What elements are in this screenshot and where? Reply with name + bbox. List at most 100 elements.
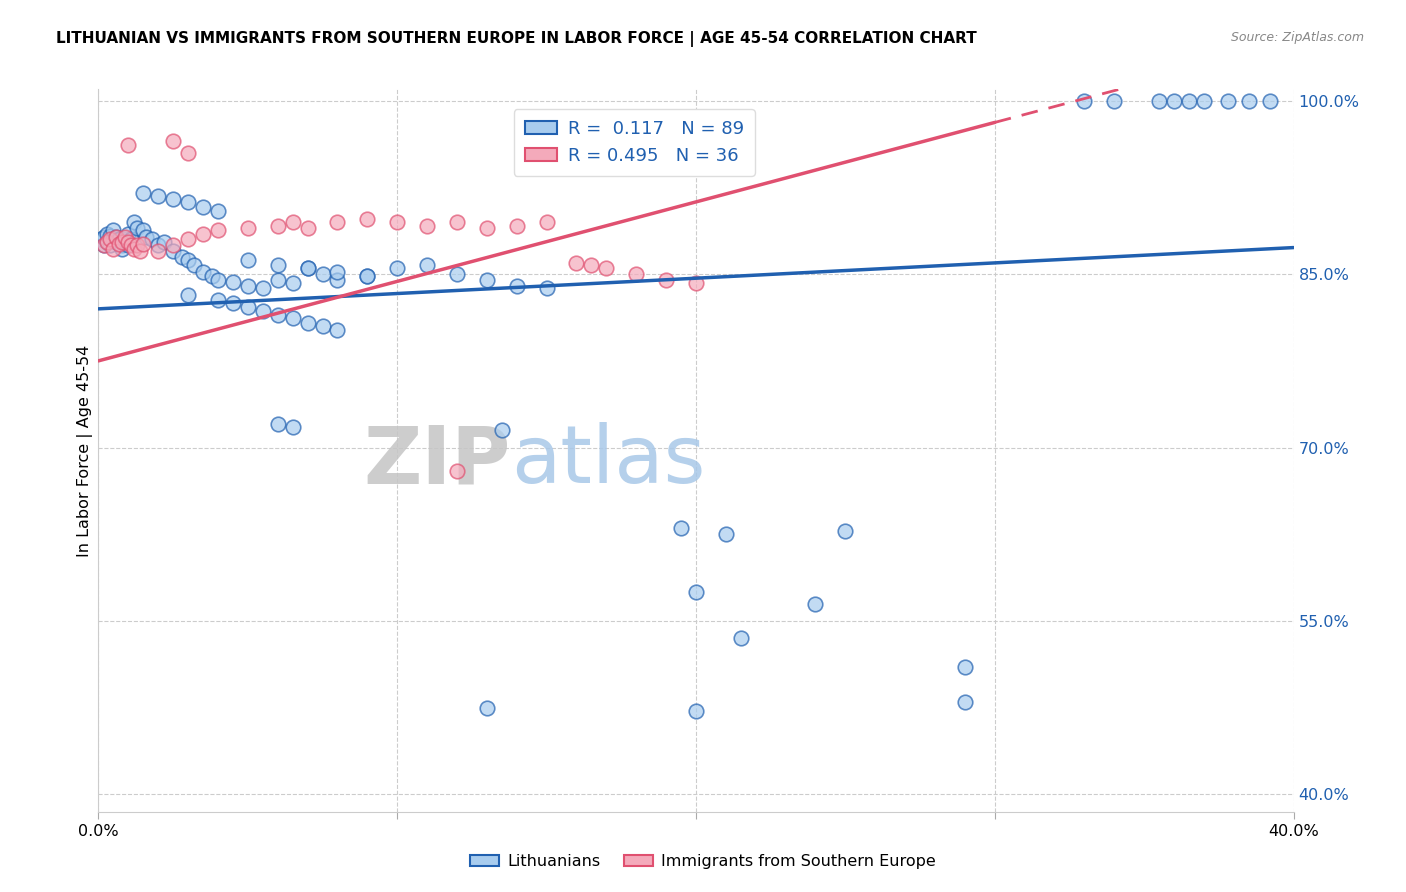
Point [953, 695, 976, 709]
Point [117, 227, 139, 241]
Point [98, 238, 122, 252]
Point [129, 244, 152, 258]
Point [236, 253, 259, 268]
Point [191, 265, 214, 279]
Point [120, 232, 142, 246]
Point [804, 597, 827, 611]
Point [416, 258, 439, 272]
Point [117, 137, 139, 152]
Point [177, 195, 200, 210]
Point [281, 215, 304, 229]
Point [326, 323, 349, 337]
Point [90, 232, 112, 246]
Point [297, 316, 319, 330]
Point [117, 238, 139, 252]
Point [132, 223, 155, 237]
Point [685, 277, 707, 291]
Point [98, 232, 122, 246]
Point [103, 223, 125, 237]
Point [281, 277, 304, 291]
Point [191, 227, 214, 241]
Point [1237, 94, 1260, 108]
Point [96, 235, 118, 249]
Point [120, 238, 142, 252]
Point [281, 311, 304, 326]
Point [222, 296, 245, 310]
Text: atlas: atlas [510, 422, 704, 500]
Point [1163, 94, 1185, 108]
Text: LITHUANIAN VS IMMIGRANTS FROM SOUTHERN EUROPE IN LABOR FORCE | AGE 45-54 CORRELA: LITHUANIAN VS IMMIGRANTS FROM SOUTHERN E… [56, 31, 977, 47]
Point [222, 275, 245, 289]
Point [236, 278, 259, 293]
Point [108, 237, 131, 252]
Point [475, 273, 498, 287]
Point [416, 219, 439, 233]
Point [475, 700, 498, 714]
Point [132, 186, 155, 201]
Point [267, 308, 290, 322]
Point [93, 238, 115, 252]
Point [105, 230, 128, 244]
Point [201, 269, 224, 284]
Point [385, 215, 409, 229]
Point [177, 253, 200, 268]
Point [127, 221, 149, 235]
Point [655, 273, 678, 287]
Point [297, 261, 319, 276]
Point [446, 267, 468, 281]
Point [1104, 94, 1126, 108]
Point [148, 244, 170, 258]
Point [127, 238, 149, 252]
Point [141, 232, 163, 246]
Point [669, 521, 692, 535]
Point [207, 293, 229, 307]
Point [1178, 94, 1201, 108]
Point [191, 200, 214, 214]
Point [114, 235, 136, 249]
Point [356, 211, 378, 226]
Text: ZIP: ZIP [364, 422, 510, 500]
Point [111, 238, 134, 252]
Point [207, 203, 229, 218]
Point [446, 215, 468, 229]
Point [356, 269, 378, 284]
Point [252, 304, 274, 318]
Point [1258, 94, 1281, 108]
Point [135, 230, 157, 244]
Point [475, 221, 498, 235]
Point [93, 238, 115, 252]
Point [626, 267, 648, 281]
Point [297, 221, 319, 235]
Point [311, 319, 333, 334]
Point [96, 235, 118, 249]
Point [565, 255, 588, 269]
Point [311, 267, 333, 281]
Point [281, 419, 304, 434]
Point [172, 250, 194, 264]
Point [714, 527, 737, 541]
Point [117, 235, 139, 249]
Point [685, 585, 707, 599]
Point [595, 261, 617, 276]
Point [326, 215, 349, 229]
Point [207, 273, 229, 287]
Point [108, 232, 131, 246]
Legend: Lithuanians, Immigrants from Southern Europe: Lithuanians, Immigrants from Southern Eu… [464, 847, 942, 875]
Point [111, 235, 134, 249]
Point [1147, 94, 1170, 108]
Point [1192, 94, 1215, 108]
Point [1073, 94, 1095, 108]
Point [132, 237, 155, 252]
Point [581, 258, 603, 272]
Point [236, 300, 259, 314]
Point [385, 261, 409, 276]
Point [124, 242, 146, 256]
Point [267, 417, 290, 432]
Y-axis label: In Labor Force | Age 45-54: In Labor Force | Age 45-54 [76, 344, 93, 557]
Point [730, 632, 752, 646]
Point [111, 242, 134, 256]
Point [297, 261, 319, 276]
Text: Source: ZipAtlas.com: Source: ZipAtlas.com [1230, 31, 1364, 45]
Point [685, 704, 707, 718]
Point [162, 238, 184, 252]
